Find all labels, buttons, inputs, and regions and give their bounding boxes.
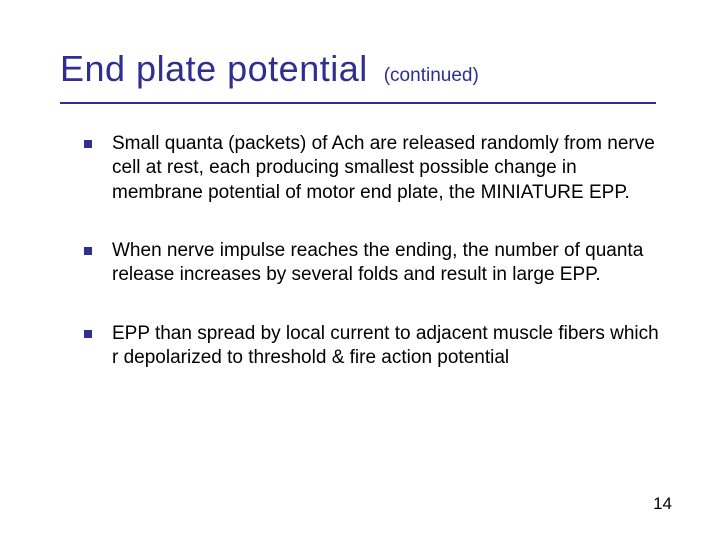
slide-title: End plate potential	[60, 48, 368, 90]
continued-label: (continued)	[384, 65, 479, 87]
slide-container: End plate potential (continued) Small qu…	[0, 0, 720, 540]
bullet-text: When nerve impulse reaches the ending, t…	[112, 240, 643, 285]
title-underline	[60, 102, 656, 104]
bullet-list: Small quanta (packets) of Ach are releas…	[60, 132, 660, 370]
bullet-text: EPP than spread by local current to adja…	[112, 323, 659, 368]
page-number: 14	[653, 494, 672, 514]
list-item: EPP than spread by local current to adja…	[84, 322, 660, 371]
list-item: When nerve impulse reaches the ending, t…	[84, 239, 660, 288]
bullet-text: Small quanta (packets) of Ach are releas…	[112, 133, 655, 203]
list-item: Small quanta (packets) of Ach are releas…	[84, 132, 660, 205]
title-row: End plate potential (continued)	[60, 48, 660, 90]
